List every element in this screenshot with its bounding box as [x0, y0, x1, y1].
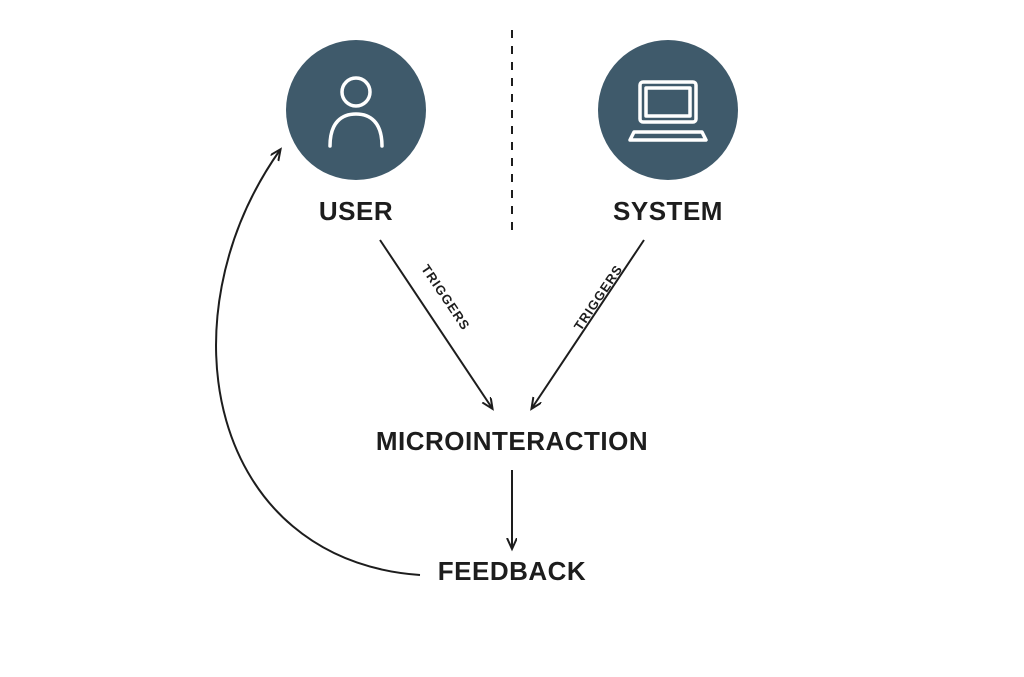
system-circle — [598, 40, 738, 180]
edge-user-to-micro-label: TRIGGERS — [418, 262, 473, 333]
microinteraction-label: MICROINTERACTION — [376, 426, 648, 456]
user-circle — [286, 40, 426, 180]
system-node: SYSTEM — [598, 40, 738, 226]
edge-user-to-micro: TRIGGERS — [380, 240, 492, 408]
edge-system-to-micro-label: TRIGGERS — [571, 262, 626, 333]
user-label: USER — [319, 196, 393, 226]
feedback-label: FEEDBACK — [438, 556, 586, 586]
system-label: SYSTEM — [613, 196, 723, 226]
diagram-canvas: USER SYSTEM TRIGGERS TRIGGERS MICROINTER… — [0, 0, 1024, 677]
user-node: USER — [286, 40, 426, 226]
edge-system-to-micro: TRIGGERS — [532, 240, 644, 408]
